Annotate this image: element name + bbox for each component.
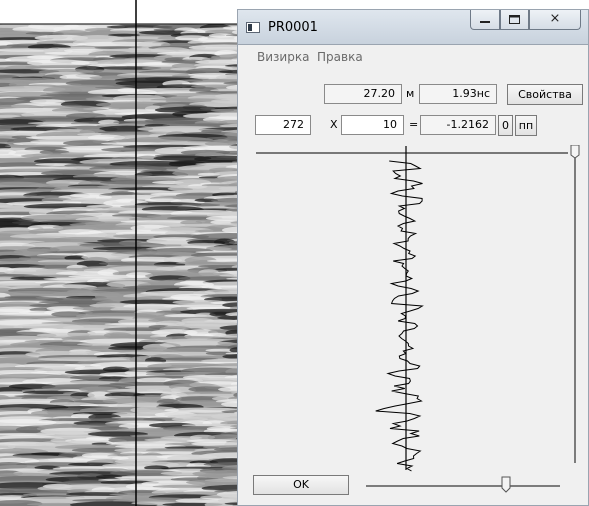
vertical-slider-thumb[interactable] [570, 145, 580, 159]
time-field[interactable]: 1.93нс [419, 84, 497, 104]
radargram-image[interactable] [0, 0, 237, 506]
close-icon: ⨯ [549, 11, 561, 26]
trace-plot [256, 145, 580, 472]
multiplicand-field[interactable]: 272 [255, 115, 311, 135]
menu-item-pravka[interactable]: Правка [317, 50, 363, 64]
distance-unit-label: м [406, 87, 415, 100]
trace-waveform [375, 160, 424, 472]
minimize-button[interactable] [470, 10, 500, 30]
multiply-operator-label: X [330, 118, 338, 131]
window-title: PR0001 [268, 20, 318, 35]
result-field[interactable]: -1.2162 [420, 115, 496, 135]
menu-item-vizirka[interactable]: Визирка [257, 50, 310, 64]
close-button[interactable]: ⨯ [529, 10, 581, 30]
app-icon [246, 22, 260, 33]
ok-button[interactable]: OK [253, 475, 349, 495]
zero-button[interactable]: 0 [498, 115, 513, 136]
multiplier-field[interactable]: 10 [341, 115, 404, 135]
horizontal-slider-thumb[interactable] [501, 476, 511, 493]
properties-button[interactable]: Свойства [507, 84, 583, 105]
minimize-icon [480, 21, 490, 23]
equals-label: = [409, 118, 419, 131]
distance-field[interactable]: 27.20 [324, 84, 402, 104]
maximize-icon [509, 15, 520, 24]
trace-dialog: PR0001 ⨯ Визирка Правка 27.20 м 1.93нс С… [237, 9, 589, 506]
menu-bar: Визирка Правка [238, 45, 588, 65]
pp-button[interactable]: пп [515, 115, 537, 136]
horizontal-slider[interactable] [364, 473, 564, 497]
maximize-button[interactable] [500, 10, 529, 30]
title-bar[interactable]: PR0001 ⨯ [238, 10, 588, 45]
